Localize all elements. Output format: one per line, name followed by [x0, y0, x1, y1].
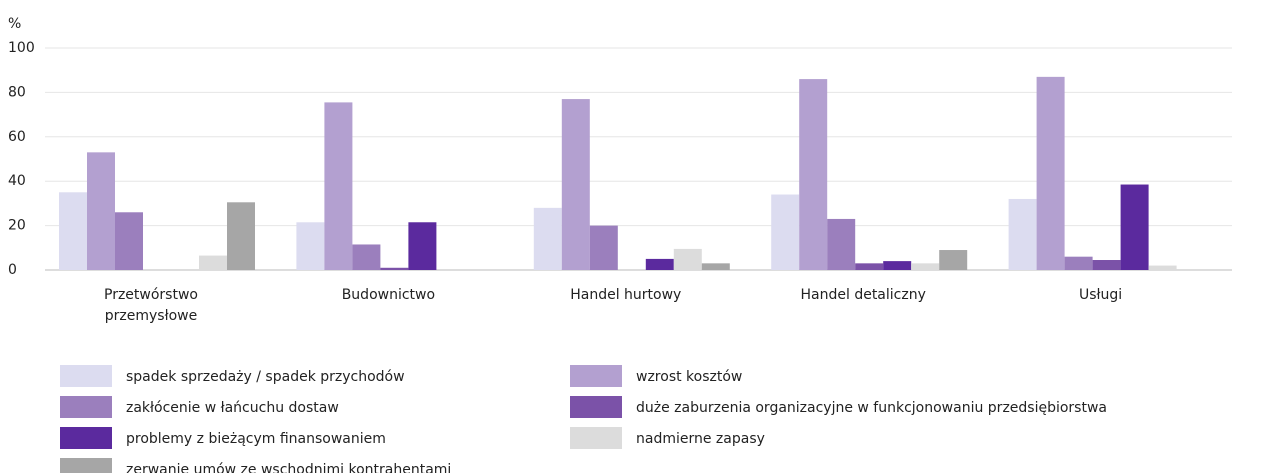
- bar: [408, 222, 437, 270]
- bar: [1036, 76, 1065, 270]
- bar: [115, 212, 143, 270]
- legend-swatch: [60, 396, 112, 418]
- bar: [855, 263, 884, 270]
- legend-label: nadmierne zapasy: [636, 431, 765, 447]
- bar: [380, 267, 409, 270]
- legend-swatch: [570, 396, 622, 418]
- legend-swatch: [570, 427, 622, 449]
- y-tick-label: 80: [8, 84, 26, 100]
- y-axis-label: %: [8, 16, 21, 32]
- bar: [296, 222, 325, 270]
- legend-swatch: [60, 427, 112, 449]
- bar: [533, 207, 562, 270]
- bar: [827, 218, 856, 270]
- x-tick-label: Handel hurtowy: [570, 287, 682, 303]
- y-tick-label: 0: [8, 262, 17, 278]
- y-tick-label: 60: [8, 129, 26, 145]
- bar: [645, 258, 674, 270]
- bar: [1148, 265, 1177, 270]
- x-tick-label: Handel detaliczny: [800, 287, 926, 303]
- bar: [324, 102, 353, 270]
- bar: [939, 250, 968, 270]
- legend-swatch: [60, 458, 112, 473]
- bar: [771, 194, 800, 270]
- legend-swatch: [60, 365, 112, 387]
- bar: [1064, 256, 1093, 270]
- bar: [561, 99, 590, 270]
- bar: [59, 192, 87, 270]
- x-tick-label: Budownictwo: [341, 287, 436, 303]
- bar: [1092, 260, 1121, 270]
- legend-swatch: [570, 365, 622, 387]
- x-tick-label: Usługi: [1079, 287, 1123, 303]
- y-tick-label: 100: [8, 40, 35, 56]
- bar: [799, 79, 828, 270]
- x-tick-label: Przetwórstwo przemysłowe: [104, 287, 198, 324]
- bar: [883, 261, 912, 270]
- bar: [673, 248, 702, 270]
- bar: [911, 263, 940, 270]
- y-tick-label: 40: [8, 173, 26, 189]
- bar: [227, 202, 255, 270]
- bar: [701, 263, 730, 270]
- legend-label: zakłócenie w łańcuchu dostaw: [126, 400, 339, 416]
- legend-label: zerwanie umów ze wschodnimi kontrahentam…: [126, 462, 452, 473]
- legend-label: wzrost kosztów: [636, 369, 743, 385]
- bar: [1120, 184, 1149, 270]
- bar: [352, 244, 381, 270]
- bar: [1008, 198, 1037, 270]
- y-tick-label: 20: [8, 218, 26, 234]
- bar: [199, 255, 227, 270]
- legend-label: spadek sprzedaży / spadek przychodów: [126, 369, 405, 385]
- legend-label: duże zaburzenia organizacyjne w funkcjon…: [636, 400, 1107, 416]
- legend-label: problemy z bieżącym finansowaniem: [126, 431, 386, 447]
- bar: [589, 225, 618, 270]
- bar: [87, 152, 115, 270]
